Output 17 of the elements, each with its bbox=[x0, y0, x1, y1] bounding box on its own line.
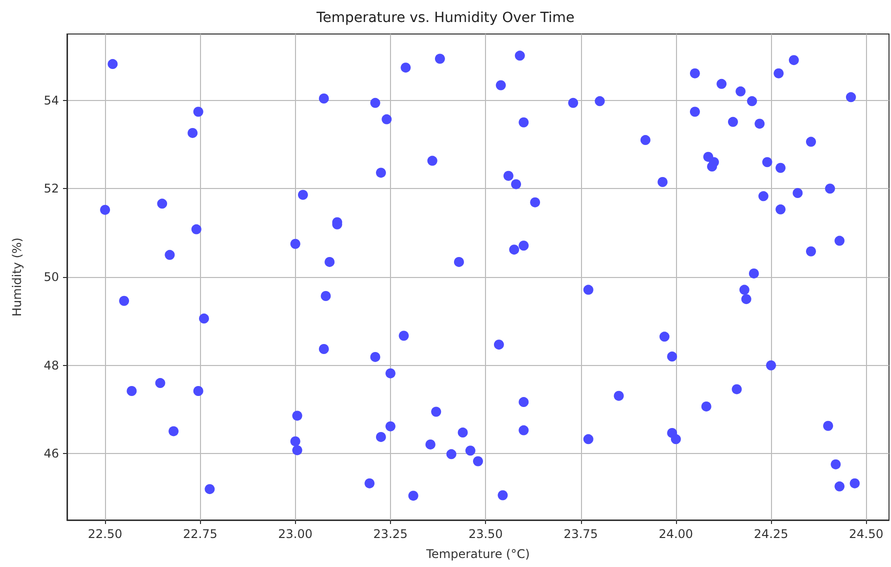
x-tick-label: 23.00 bbox=[278, 527, 313, 541]
x-axis-title: Temperature (°C) bbox=[425, 547, 530, 561]
x-tick-label: 24.25 bbox=[754, 527, 788, 541]
y-tick-label: 54 bbox=[44, 93, 59, 108]
x-tick-label: 23.75 bbox=[564, 527, 598, 541]
y-tick-label: 48 bbox=[44, 358, 59, 372]
y-tick-label: 52 bbox=[44, 182, 59, 196]
y-tick-label: 46 bbox=[44, 446, 59, 461]
x-tick-label: 23.50 bbox=[468, 527, 503, 541]
x-tick-label: 24.50 bbox=[848, 527, 884, 541]
x-tick-label: 23.25 bbox=[373, 527, 408, 541]
x-tick-label: 24.00 bbox=[658, 527, 694, 541]
chart-title: Temperature vs. Humidity Over Time bbox=[316, 10, 574, 26]
y-axis-title: Humidity (%) bbox=[10, 238, 24, 316]
x-tick-label: 22.75 bbox=[183, 527, 218, 541]
x-tick-label: 22.50 bbox=[88, 527, 122, 541]
y-tick-label: 50 bbox=[44, 270, 59, 284]
